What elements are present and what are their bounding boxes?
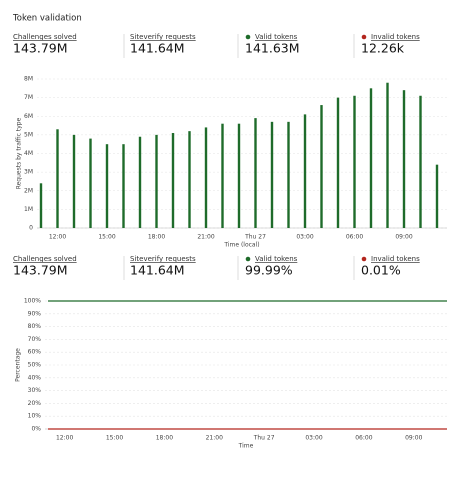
y-tick-label: 0% (31, 426, 41, 433)
x-tick-label: 21:00 (206, 435, 223, 442)
legend-dot (361, 256, 367, 262)
y-tick-label: 7M (24, 94, 33, 101)
stat-label: Challenges solved (13, 33, 77, 41)
bar (237, 123, 241, 228)
y-tick-label: 20% (28, 400, 42, 407)
y-axis-label: Percentage (15, 348, 22, 382)
bar (303, 114, 307, 228)
y-tick-label: 50% (28, 362, 42, 369)
bar (270, 121, 274, 228)
bar (188, 131, 191, 228)
x-axis-label: Time (238, 443, 254, 450)
y-tick-label: 90% (28, 310, 42, 317)
y-tick-label: 8M (24, 76, 33, 83)
y-tick-label: 3M (24, 169, 33, 176)
x-tick-label: 18:00 (148, 234, 165, 241)
bar (287, 121, 290, 228)
x-tick-label: 06:00 (346, 234, 363, 241)
bar (402, 90, 406, 228)
bar (221, 123, 224, 228)
bar (435, 164, 439, 228)
bar (353, 95, 356, 228)
y-tick-label: 30% (28, 387, 42, 394)
stat-label: Siteverify requests (130, 33, 196, 41)
legend-dot (361, 34, 367, 40)
bar (105, 144, 109, 228)
stat-value: 141.64M (130, 41, 185, 56)
legend-dot (245, 256, 251, 262)
x-tick-label: 18:00 (156, 435, 173, 442)
y-tick-label: 1M (24, 206, 33, 213)
y-tick-label: 70% (28, 336, 42, 343)
stat-value: 143.79M (13, 41, 68, 56)
y-tick-label: 2M (24, 187, 33, 194)
stat-value: 12.26k (361, 41, 405, 56)
bar (254, 118, 257, 228)
stat-label: Siteverify requests (130, 255, 196, 263)
stat-label: Invalid tokens (371, 255, 420, 263)
bar (89, 138, 92, 228)
bar (138, 136, 142, 228)
x-tick-label: 15:00 (106, 435, 123, 442)
x-tick-label: 03:00 (305, 435, 322, 442)
bar (72, 134, 76, 228)
stat-label: Valid tokens (255, 33, 298, 41)
y-tick-label: 40% (28, 374, 42, 381)
bar (155, 134, 158, 228)
y-tick-label: 5M (24, 131, 33, 138)
y-tick-label: 0 (29, 225, 33, 232)
stat-value: 143.79M (13, 263, 68, 278)
bar (56, 129, 59, 228)
bar (204, 127, 208, 228)
x-tick-label: Thu 27 (244, 234, 266, 241)
bar (369, 88, 373, 228)
stat-label: Invalid tokens (371, 33, 420, 41)
y-tick-label: 80% (28, 323, 42, 330)
stat-value: 0.01% (361, 263, 401, 278)
x-tick-label: 09:00 (405, 435, 422, 442)
y-axis-label: Requests by traffic type (16, 117, 23, 189)
x-tick-label: 09:00 (395, 234, 412, 241)
bar (336, 97, 340, 228)
x-tick-label: 12:00 (49, 234, 66, 241)
stat-label: Challenges solved (13, 255, 77, 263)
bar (419, 95, 422, 228)
x-tick-label: 03:00 (296, 234, 313, 241)
x-tick-label: 06:00 (355, 435, 372, 442)
bar (39, 183, 43, 228)
stat-value: 141.63M (245, 41, 300, 56)
bar (320, 105, 323, 228)
bar (122, 144, 125, 228)
x-tick-label: 12:00 (56, 435, 73, 442)
y-tick-label: 100% (24, 298, 41, 305)
stat-label: Valid tokens (255, 255, 298, 263)
legend-dot (245, 34, 251, 40)
y-tick-label: 10% (28, 413, 42, 420)
y-tick-label: 6M (24, 113, 33, 120)
x-tick-label: 21:00 (197, 234, 214, 241)
x-tick-label: Thu 27 (253, 435, 275, 442)
stat-value: 99.99% (245, 263, 293, 278)
y-tick-label: 60% (28, 349, 42, 356)
stat-value: 141.64M (130, 263, 185, 278)
bar (171, 133, 175, 228)
x-axis-label: Time (local) (223, 242, 259, 249)
bar (386, 82, 389, 228)
x-tick-label: 15:00 (98, 234, 115, 241)
page-title: Token validation (12, 14, 82, 24)
y-tick-label: 4M (24, 150, 33, 157)
